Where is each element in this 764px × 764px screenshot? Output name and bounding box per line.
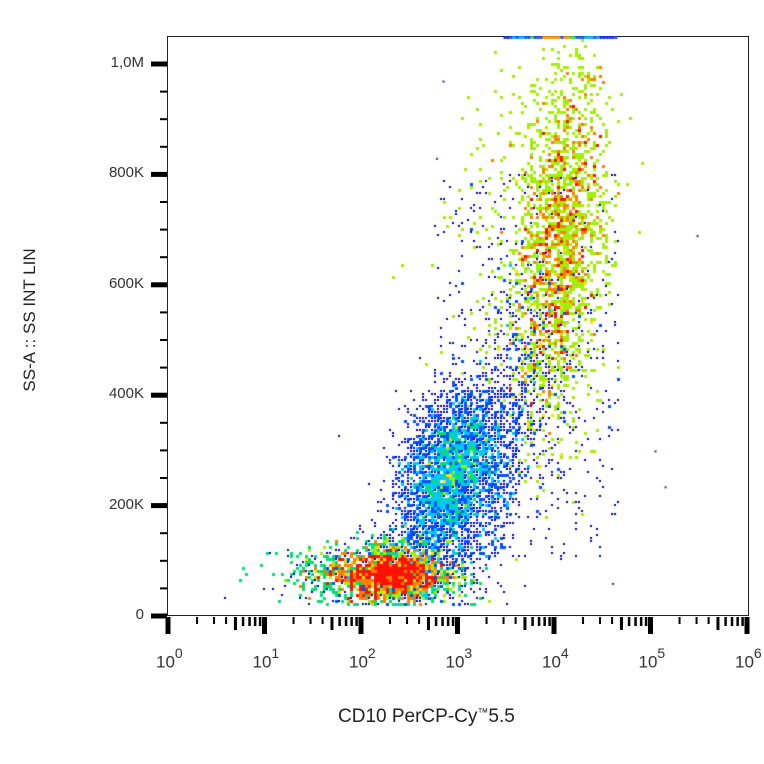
x-minor-tick <box>213 617 216 624</box>
x-minor-tick <box>406 617 409 624</box>
x-minor-tick <box>253 617 257 626</box>
y-tick-label: 1,0M <box>110 54 144 71</box>
x-minor-tick <box>523 617 527 630</box>
x-major-tick <box>551 617 557 634</box>
x-minor-tick <box>537 617 541 626</box>
x-major-tick <box>455 617 460 634</box>
x-minor-tick <box>736 617 739 626</box>
y-tick-label: 200K <box>108 495 144 513</box>
x-minor-tick <box>355 617 358 626</box>
y-minor-tick <box>160 90 167 93</box>
x-tick-label: 103 <box>445 645 473 672</box>
x-minor-tick <box>434 617 438 626</box>
x-minor-tick <box>196 617 199 624</box>
y-tick-label: 800K <box>108 164 144 182</box>
x-minor-tick <box>639 617 643 626</box>
y-minor-tick <box>160 311 167 314</box>
x-minor-tick <box>292 617 295 624</box>
x-minor-tick <box>451 617 455 626</box>
x-minor-tick <box>485 617 488 624</box>
x-minor-tick <box>707 617 710 624</box>
x-minor-tick <box>599 617 602 624</box>
x-minor-tick <box>418 617 421 624</box>
y-minor-tick <box>160 145 167 148</box>
x-minor-tick <box>344 617 348 626</box>
y-minor-tick <box>160 366 167 369</box>
x-major-tick <box>648 617 653 634</box>
x-minor-tick <box>619 617 623 630</box>
x-tick-label: 101 <box>252 645 280 672</box>
x-minor-tick <box>350 617 353 626</box>
x-minor-tick <box>248 617 251 626</box>
x-minor-tick <box>338 617 341 626</box>
y-minor-tick <box>160 587 167 590</box>
y-axis-title: SS-A :: SS INT LIN <box>20 248 39 392</box>
y-minor-tick <box>160 228 167 231</box>
y-minor-tick <box>160 256 167 259</box>
trademark-symbol: ™ <box>477 707 489 719</box>
y-minor-tick <box>160 477 167 479</box>
y-major-tick <box>151 61 167 67</box>
x-minor-tick <box>502 617 505 624</box>
x-minor-tick <box>644 617 648 626</box>
x-minor-tick <box>531 617 534 626</box>
x-minor-tick <box>258 617 262 626</box>
x-minor-tick <box>446 617 450 626</box>
density-scatter-plot <box>167 36 749 616</box>
x-axis-title-suffix: 5.5 <box>488 706 515 727</box>
x-minor-tick <box>634 617 637 626</box>
y-tick-label: 400K <box>108 385 144 403</box>
x-minor-tick <box>241 617 245 626</box>
y-minor-tick <box>160 449 167 452</box>
x-minor-tick <box>678 617 681 624</box>
x-axis-title-main: CD10 PerCP-Cy <box>338 706 478 727</box>
y-tick-label: 600K <box>108 274 144 292</box>
y-minor-tick <box>160 532 167 535</box>
x-major-tick <box>358 617 364 634</box>
x-minor-tick <box>611 617 614 624</box>
x-minor-tick <box>548 617 551 626</box>
x-minor-tick <box>233 617 237 630</box>
x-major-tick <box>165 617 171 634</box>
x-minor-tick <box>543 617 546 626</box>
y-minor-tick <box>160 559 167 562</box>
x-minor-tick <box>627 617 631 626</box>
x-major-tick <box>744 617 750 634</box>
x-minor-tick <box>441 617 444 626</box>
y-minor-tick <box>160 118 167 121</box>
y-major-tick <box>151 613 167 619</box>
x-minor-tick <box>225 617 228 624</box>
x-axis-title: CD10 PerCP-Cy™5.5 <box>338 706 515 728</box>
y-major-tick <box>151 503 167 509</box>
x-minor-tick <box>716 617 720 630</box>
y-major-tick <box>151 171 167 177</box>
x-minor-tick <box>321 617 324 624</box>
y-major-tick <box>151 392 167 398</box>
x-minor-tick <box>514 617 517 624</box>
y-tick-label: 0 <box>135 606 144 623</box>
x-minor-tick <box>730 617 734 626</box>
x-tick-label: 105 <box>638 645 666 672</box>
x-minor-tick <box>741 617 744 626</box>
x-tick-label: 104 <box>542 645 569 672</box>
x-minor-tick <box>389 617 392 624</box>
x-minor-tick <box>330 617 334 630</box>
x-minor-tick <box>582 617 585 624</box>
x-minor-tick <box>724 617 727 626</box>
y-major-tick <box>151 282 167 288</box>
x-minor-tick <box>426 617 430 630</box>
x-minor-tick <box>695 617 698 624</box>
x-minor-tick <box>309 617 312 624</box>
y-minor-tick <box>160 339 167 341</box>
y-minor-tick <box>160 201 167 203</box>
x-tick-label: 106 <box>735 645 762 672</box>
y-minor-tick <box>160 421 167 424</box>
x-major-tick <box>262 617 267 634</box>
x-tick-label: 102 <box>349 645 376 672</box>
x-tick-label: 100 <box>156 645 183 672</box>
